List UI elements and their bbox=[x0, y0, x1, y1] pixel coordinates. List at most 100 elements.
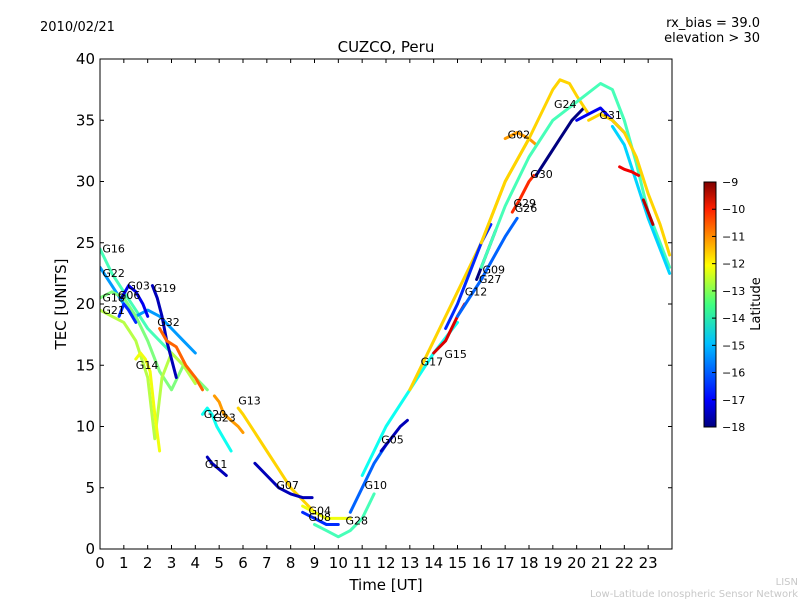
data-series bbox=[100, 78, 672, 539]
x-tick-label: 13 bbox=[400, 554, 419, 572]
sat-label-g06: G06 bbox=[118, 289, 141, 302]
x-tick-label: 2 bbox=[143, 554, 153, 572]
series-g05-18 bbox=[379, 418, 409, 453]
colorbar-tick-label: −18 bbox=[722, 421, 745, 434]
sat-label-g24: G24 bbox=[554, 98, 577, 111]
x-axis-label: Time [UT] bbox=[348, 576, 422, 594]
x-tick-label: 21 bbox=[591, 554, 610, 572]
colorbar-tick-label: −11 bbox=[722, 230, 745, 243]
series-g08-15 bbox=[301, 510, 340, 526]
x-tick-label: 14 bbox=[424, 554, 443, 572]
sat-label-g31: G31 bbox=[599, 109, 622, 122]
sat-label-g07: G07 bbox=[276, 479, 299, 492]
x-tick-label: 16 bbox=[472, 554, 491, 572]
series-g-b-31 bbox=[587, 112, 672, 257]
series-g28-16 bbox=[313, 492, 376, 539]
sat-label-g02: G02 bbox=[508, 129, 531, 142]
series-g32-7 bbox=[158, 327, 204, 392]
date-label: 2010/02/21 bbox=[40, 20, 115, 35]
x-tick-label: 10 bbox=[329, 554, 348, 572]
series-g30-27 bbox=[534, 106, 586, 177]
y-tick-label: 30 bbox=[76, 173, 95, 191]
sat-label-g09: G09 bbox=[483, 263, 506, 276]
x-tick-label: 5 bbox=[214, 554, 224, 572]
rx-bias-label: rx_bias = 39.0 bbox=[666, 16, 760, 31]
x-tick-label: 19 bbox=[543, 554, 562, 572]
sat-label-g13: G13 bbox=[238, 394, 261, 407]
series-g03-4 bbox=[120, 284, 150, 318]
x-tick-label: 7 bbox=[262, 554, 272, 572]
series-g22-1 bbox=[100, 265, 197, 355]
series-g02-26 bbox=[503, 131, 538, 147]
colorbar-tick-label: −13 bbox=[722, 285, 745, 298]
sat-label-g28: G28 bbox=[346, 515, 369, 528]
sat-label-g14: G14 bbox=[136, 359, 159, 372]
sat-label-g20: G20 bbox=[204, 408, 227, 421]
series-g20-9 bbox=[201, 406, 233, 453]
sat-label-g12: G12 bbox=[465, 285, 488, 298]
sat-label-g27: G27 bbox=[479, 273, 502, 286]
x-tick-label: 15 bbox=[448, 554, 467, 572]
sat-label-g04: G04 bbox=[309, 505, 332, 518]
series-g07-13 bbox=[253, 461, 314, 500]
colorbar-label: Latitude bbox=[749, 277, 764, 331]
series-g-d-33 bbox=[618, 165, 641, 177]
axes: 0 1 2 3 4 5 6 7 8 9 10 11 12 13 14 15 16 17 18 19 20 21 22 2305… bbox=[76, 50, 672, 572]
series-g23-10 bbox=[212, 394, 245, 435]
series-g29-25 bbox=[510, 173, 536, 214]
x-tick-label: 22 bbox=[615, 554, 634, 572]
y-tick-label: 35 bbox=[76, 111, 95, 129]
credit-network: Low-Latitude Ionospheric Sensor Network bbox=[590, 589, 798, 600]
y-tick-label: 40 bbox=[76, 50, 95, 68]
x-tick-label: 8 bbox=[286, 554, 296, 572]
x-tick-label: 1 bbox=[119, 554, 129, 572]
series-g24-28 bbox=[479, 78, 591, 245]
sat-label-g21: G21 bbox=[102, 304, 125, 317]
sat-label-g22: G22 bbox=[102, 267, 125, 280]
y-tick-label: 15 bbox=[76, 356, 95, 374]
chart-title: CUZCO, Peru bbox=[338, 38, 435, 56]
x-tick-label: 9 bbox=[310, 554, 320, 572]
sat-label-g17: G17 bbox=[421, 355, 444, 368]
elevation-label: elevation > 30 bbox=[664, 31, 760, 46]
colorbar bbox=[703, 181, 717, 428]
sat-label-g26: G26 bbox=[515, 202, 538, 215]
series-g-a-29 bbox=[479, 82, 672, 269]
x-tick-label: 18 bbox=[519, 554, 538, 572]
sat-label-g29: G29 bbox=[514, 197, 537, 210]
series-g21-3 bbox=[100, 308, 197, 441]
y-tick-label: 20 bbox=[76, 295, 95, 313]
colorbar-tick-label: −14 bbox=[722, 312, 745, 325]
sat-label-g23: G23 bbox=[213, 412, 236, 425]
sat-label-g32: G32 bbox=[157, 316, 180, 329]
y-axis-label: TEC [UNITS] bbox=[52, 259, 70, 351]
sat-label-g10: G10 bbox=[365, 479, 388, 492]
series-g-c-32 bbox=[610, 124, 672, 275]
series-g19-6 bbox=[150, 284, 178, 379]
x-tick-label: 20 bbox=[567, 554, 586, 572]
colorbar-tick-label: −10 bbox=[722, 203, 745, 216]
y-tick-label: 10 bbox=[76, 418, 95, 436]
x-tick-label: 0 bbox=[95, 554, 105, 572]
colorbar-tick-label: −16 bbox=[722, 367, 745, 380]
colorbar-tick-label: −12 bbox=[722, 258, 745, 271]
series-g-e-34 bbox=[641, 198, 655, 226]
x-tick-label: 17 bbox=[496, 554, 515, 572]
x-tick-label: 12 bbox=[376, 554, 395, 572]
x-tick-label: 11 bbox=[353, 554, 372, 572]
x-tick-label: 3 bbox=[167, 554, 177, 572]
sat-label-g30: G30 bbox=[530, 168, 553, 181]
series-g14-8 bbox=[134, 351, 162, 453]
colorbar-tick-label: −9 bbox=[722, 176, 738, 189]
colorbar-tick-label: −15 bbox=[722, 339, 745, 352]
x-tick-label: 23 bbox=[639, 554, 658, 572]
series-g06-5 bbox=[117, 302, 138, 324]
series-g10-17 bbox=[348, 443, 388, 514]
colorbar-ticks: −9 −10 −11 −12 −13 −14 −15 −16 −17 −18 bbox=[712, 176, 745, 434]
series-g12-21 bbox=[408, 137, 531, 392]
y-tick-label: 0 bbox=[85, 540, 95, 558]
sat-label-g05: G05 bbox=[381, 434, 404, 447]
sat-label-g11: G11 bbox=[205, 458, 228, 471]
